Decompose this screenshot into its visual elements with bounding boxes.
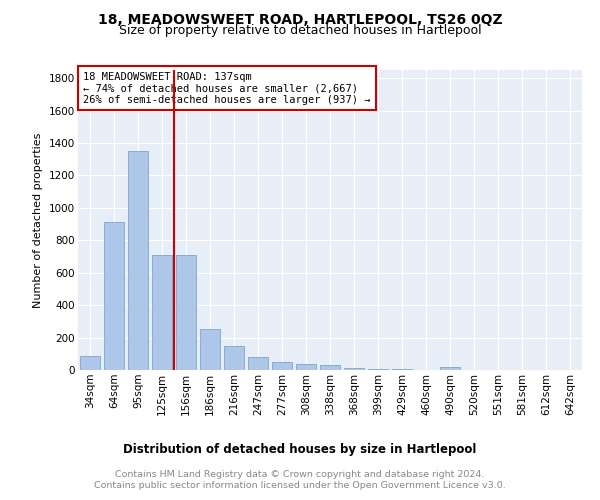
Text: Contains public sector information licensed under the Open Government Licence v3: Contains public sector information licen… <box>94 481 506 490</box>
Bar <box>272 362 292 370</box>
Bar <box>128 151 148 370</box>
Bar <box>248 357 268 370</box>
Text: Contains HM Land Registry data © Crown copyright and database right 2024.: Contains HM Land Registry data © Crown c… <box>115 470 485 479</box>
Bar <box>80 356 100 370</box>
Bar <box>224 346 244 370</box>
Bar <box>440 367 460 370</box>
Bar <box>296 364 316 370</box>
Bar <box>368 369 388 370</box>
Text: 18, MEADOWSWEET ROAD, HARTLEPOOL, TS26 0QZ: 18, MEADOWSWEET ROAD, HARTLEPOOL, TS26 0… <box>98 12 502 26</box>
Bar <box>392 369 412 370</box>
Text: Distribution of detached houses by size in Hartlepool: Distribution of detached houses by size … <box>124 442 476 456</box>
Text: Size of property relative to detached houses in Hartlepool: Size of property relative to detached ho… <box>119 24 481 37</box>
Bar <box>344 368 364 370</box>
Bar <box>152 255 172 370</box>
Bar <box>104 222 124 370</box>
Bar <box>176 255 196 370</box>
Bar <box>320 365 340 370</box>
Text: 18 MEADOWSWEET ROAD: 137sqm
← 74% of detached houses are smaller (2,667)
26% of : 18 MEADOWSWEET ROAD: 137sqm ← 74% of det… <box>83 72 371 104</box>
Y-axis label: Number of detached properties: Number of detached properties <box>34 132 43 308</box>
Bar <box>200 330 220 370</box>
